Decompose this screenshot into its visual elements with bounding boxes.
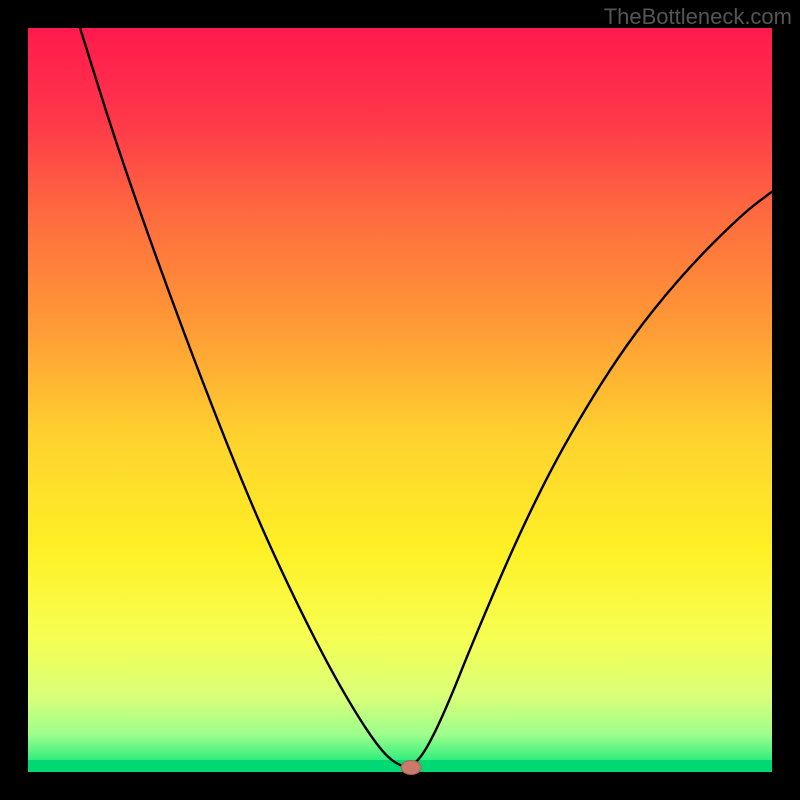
optimal-marker <box>401 761 421 775</box>
plot-background <box>28 28 772 772</box>
bottleneck-chart <box>0 0 800 800</box>
watermark-text: TheBottleneck.com <box>604 4 792 30</box>
chart-container: TheBottleneck.com <box>0 0 800 800</box>
